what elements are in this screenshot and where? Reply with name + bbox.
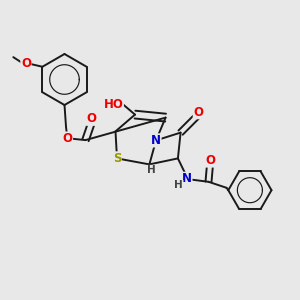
Text: H: H [147, 165, 156, 176]
Text: O: O [193, 106, 203, 119]
Text: O: O [62, 132, 73, 145]
Text: S: S [113, 152, 121, 165]
Text: N: N [151, 134, 161, 147]
Text: O: O [21, 57, 31, 70]
Text: HO: HO [103, 98, 123, 111]
Text: O: O [86, 112, 97, 125]
Text: H: H [174, 180, 183, 190]
Text: N: N [182, 172, 192, 185]
Text: O: O [205, 154, 215, 167]
